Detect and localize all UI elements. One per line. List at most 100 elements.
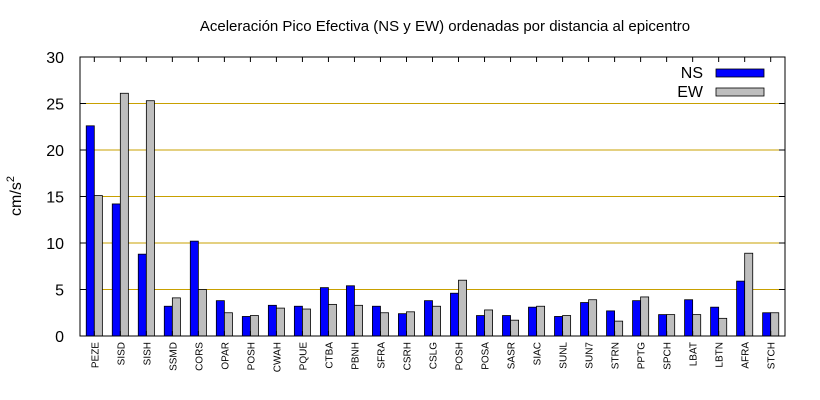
bar-ew-lbtn <box>718 317 728 337</box>
y-tick-label: 5 <box>55 283 64 300</box>
bar-ns-sfra <box>372 305 381 337</box>
x-tick-label-posh: POSH <box>246 342 257 370</box>
bar-ew-sish <box>145 100 155 337</box>
bar-ns-posh <box>241 316 251 337</box>
x-tick-label-strn: STRN <box>611 342 622 369</box>
x-tick-label-cwah: CWAH <box>272 342 283 372</box>
x-tick-label-posa: POSA <box>481 342 492 370</box>
bar-ew-sun7 <box>588 299 598 337</box>
bar-ns-ssmd <box>163 305 173 337</box>
x-tick-label-sun7: SUN7 <box>585 342 596 369</box>
bar-ew-pptg <box>640 296 650 337</box>
bar-ew-sisd <box>119 92 129 337</box>
y-axis-label-unit: cm/s <box>8 182 25 216</box>
bar-ns-sasr <box>502 315 511 337</box>
x-tick-label-afra: AFRA <box>741 342 752 369</box>
legend-label-ew: EW <box>677 84 704 101</box>
x-tick-label-sisd: SISD <box>116 342 127 365</box>
y-ticks: 0 5 10 15 20 25 30 <box>46 50 785 346</box>
bar-ew-siac <box>536 305 546 337</box>
x-tick-label-lbtn: LBTN <box>715 342 726 368</box>
x-tick-label-pque: PQUE <box>298 342 309 371</box>
bar-ew-peze <box>93 195 103 337</box>
bar-ns-cslg <box>424 300 433 337</box>
bar-ns-csrh <box>398 313 407 337</box>
bar-ns-sish <box>137 253 147 337</box>
bar-ew-ssmd <box>171 297 181 337</box>
bar-ew-pque <box>302 308 311 337</box>
bar-ns-pbnh <box>345 285 355 337</box>
bar-ns-posa <box>476 315 485 337</box>
y-axis-label-exponent: 2 <box>5 176 17 182</box>
bar-ns-spch <box>658 314 668 337</box>
bar-ew-posh <box>249 315 259 337</box>
x-tick-label-ssmd: SSMD <box>168 342 179 371</box>
bar-ns-siac <box>528 306 537 337</box>
x-ticks: PEZE SISD SISH SSMD CORS OPAR POSH CWAH PQUE CTBA… <box>90 57 778 372</box>
bar-ew-cslg <box>432 305 441 337</box>
bar-ns-sun7 <box>580 302 589 337</box>
x-tick-label-opar: OPAR <box>220 342 231 370</box>
bar-ns-ctba <box>319 287 329 337</box>
x-tick-label-siac: SIAC <box>533 342 544 365</box>
bar-ew-posh <box>458 279 467 337</box>
chart-title: Aceleración Pico Efectiva (NS y EW) orde… <box>200 18 690 35</box>
bar-ew-strn <box>614 320 624 337</box>
bar-ew-sunl <box>562 315 572 337</box>
x-tick-label-sfra: SFRA <box>376 342 387 369</box>
x-tick-label-stch: STCH <box>767 342 778 369</box>
bar-ns-cors <box>189 240 199 337</box>
bar-ew-ctba <box>328 303 337 337</box>
bar-ns-afra <box>736 280 746 337</box>
bar-ns-peze <box>85 125 95 337</box>
y-tick-label: 10 <box>46 236 64 253</box>
x-tick-label-pptg: PPTG <box>637 342 648 369</box>
y-axis-label: cm/s2 <box>5 176 25 216</box>
bar-ew-posa <box>484 309 493 337</box>
legend-label-ns: NS <box>681 65 703 82</box>
bar-ew-stch <box>770 312 780 337</box>
x-tick-label-sish: SISH <box>142 342 153 365</box>
bar-ew-sfra <box>380 312 389 337</box>
y-tick-label: 30 <box>46 50 64 67</box>
x-tick-label-ctba: CTBA <box>324 342 335 369</box>
bar-ew-cwah <box>276 307 285 337</box>
x-tick-label-cslg: CSLG <box>429 342 440 369</box>
bar-ns-sunl <box>554 316 563 337</box>
bar-ns-stch <box>762 312 772 337</box>
x-tick-label-csrh: CSRH <box>402 342 413 370</box>
y-tick-label: 0 <box>55 329 64 346</box>
bar-ns-sisd <box>111 203 121 337</box>
x-tick-label-pbnh: PBNH <box>350 342 361 370</box>
bar-ew-lbat <box>692 314 702 337</box>
bar-ew-csrh <box>406 311 415 337</box>
bar-ew-sasr <box>510 319 520 337</box>
bar-ns-lbtn <box>710 306 720 337</box>
x-tick-label-sasr: SASR <box>507 342 518 369</box>
legend-swatch-ew <box>715 87 765 97</box>
y-tick-label: 15 <box>46 190 64 207</box>
x-tick-label-spch: SPCH <box>663 342 674 370</box>
bar-ns-cwah <box>267 304 277 337</box>
legend-swatch-ns <box>715 68 765 78</box>
x-tick-label-lbat: LBAT <box>689 342 700 366</box>
y-tick-label: 20 <box>46 143 64 160</box>
bar-ew-opar <box>223 312 233 337</box>
x-tick-label-peze: PEZE <box>90 342 101 368</box>
bar-ns-pptg <box>632 300 642 337</box>
bar-ns-opar <box>215 300 225 337</box>
x-tick-label-posh: POSH <box>455 342 466 370</box>
bar-ew-pbnh <box>354 304 363 337</box>
legend: NS EW <box>677 65 765 101</box>
grid-lines <box>80 103 785 290</box>
bar-ew-afra <box>744 252 754 337</box>
bar-ns-pque <box>293 305 303 337</box>
bar-ns-strn <box>606 310 615 337</box>
bar-ew-spch <box>666 314 676 337</box>
x-tick-label-sunl: SUNL <box>559 342 570 369</box>
x-tick-label-cors: CORS <box>194 342 205 371</box>
bar-ew-cors <box>197 289 207 337</box>
bar-ns-posh <box>450 292 459 337</box>
y-tick-label: 25 <box>46 97 64 114</box>
